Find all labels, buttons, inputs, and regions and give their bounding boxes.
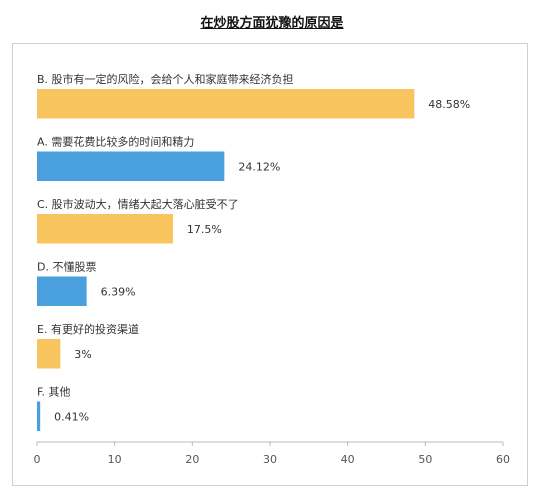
- category-label: E. 有更好的投资渠道: [37, 322, 139, 336]
- category-label: A. 需要花费比较多的时间和精力: [37, 135, 194, 149]
- category-label: B. 股市有一定的风险，会给个人和家庭带来经济负担: [37, 72, 294, 86]
- chart-frame: [12, 43, 528, 486]
- x-tick-label: 30: [263, 453, 277, 466]
- bar: [37, 401, 41, 431]
- x-tick-label: 20: [185, 453, 199, 466]
- x-tick-label: 50: [418, 453, 432, 466]
- category-label: F. 其他: [37, 386, 71, 399]
- bar: [37, 89, 415, 119]
- data-label: 24.12%: [238, 160, 280, 173]
- x-tick-label: 60: [496, 453, 510, 466]
- x-tick-label: 0: [34, 453, 41, 466]
- data-label: 17.5%: [187, 223, 222, 236]
- bar: [37, 214, 173, 244]
- data-label: 0.41%: [54, 410, 89, 423]
- category-label: C. 股市波动大，情绪大起大落心脏受不了: [37, 197, 239, 211]
- data-label: 3%: [74, 348, 91, 361]
- bar: [37, 339, 61, 369]
- data-label: 48.58%: [428, 98, 470, 111]
- bar: [37, 151, 225, 181]
- chart-title: 在炒股方面犹豫的原因是: [200, 16, 344, 31]
- x-tick-label: 10: [108, 453, 122, 466]
- x-tick-label: 40: [341, 453, 355, 466]
- data-label: 6.39%: [101, 285, 136, 298]
- category-label: D. 不懂股票: [37, 261, 96, 274]
- bar: [37, 276, 87, 306]
